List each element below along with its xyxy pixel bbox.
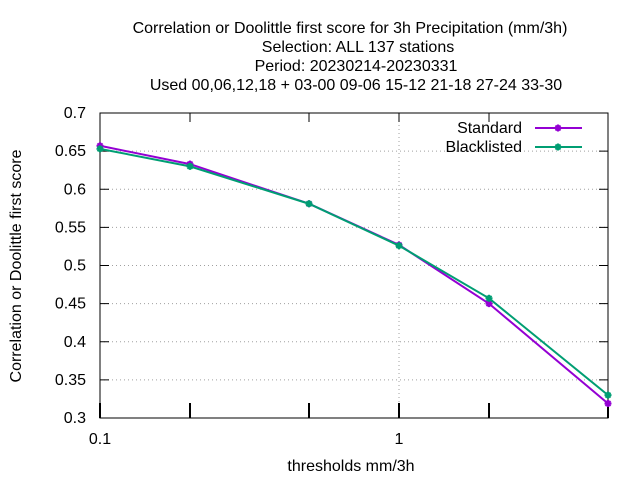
y-tick-label: 0.55 [55, 219, 86, 236]
legend-label-blacklisted: Blacklisted [446, 139, 522, 156]
x-axis-label: thresholds mm/3h [287, 458, 414, 475]
y-tick-label: 0.3 [64, 410, 86, 427]
plot-border [99, 112, 609, 419]
series-line-blacklisted [99, 147, 609, 396]
y-tick-label: 0.45 [55, 296, 86, 313]
x-tick-label: 0.1 [89, 431, 111, 448]
data-point-blacklisted [395, 242, 403, 250]
title-line-1: Correlation or Doolittle first score for… [133, 20, 568, 37]
y-tick-label: 0.6 [64, 181, 86, 198]
data-point-blacklisted [604, 391, 612, 399]
legend-marker-blacklisted [554, 143, 562, 151]
data-point-blacklisted [305, 200, 313, 208]
legend-label-standard: Standard [457, 120, 522, 137]
y-tick-label: 0.4 [64, 334, 86, 351]
y-tick-label: 0.65 [55, 143, 86, 160]
tick-labels: 0.3 0.35 0.4 0.45 0.5 0.55 0.6 0.65 0.7 0.1 1 [55, 105, 404, 448]
grid [100, 113, 608, 418]
data-point-standard [604, 400, 612, 408]
legend: Standard Blacklisted [446, 120, 582, 156]
series-line-standard [99, 144, 609, 405]
y-tick-label: 0.35 [55, 372, 86, 389]
series [96, 142, 612, 408]
chart-title: Correlation or Doolittle first score for… [133, 20, 568, 94]
title-line-2: Selection: ALL 137 stations [262, 39, 454, 56]
data-point-blacklisted [186, 162, 194, 170]
y-tick-label: 0.7 [64, 105, 86, 122]
data-point-blacklisted [96, 145, 104, 153]
title-line-3: Period: 20230214-20230331 [255, 58, 458, 75]
y-axis-label: Correlation or Doolittle first score [8, 149, 25, 382]
x-tick-label: 1 [395, 431, 404, 448]
legend-marker-standard [554, 124, 562, 132]
data-point-blacklisted [485, 294, 493, 302]
title-line-4: Used 00,06,12,18 + 03-00 09-06 15-12 21-… [150, 77, 562, 94]
y-tick-label: 0.5 [64, 258, 86, 275]
